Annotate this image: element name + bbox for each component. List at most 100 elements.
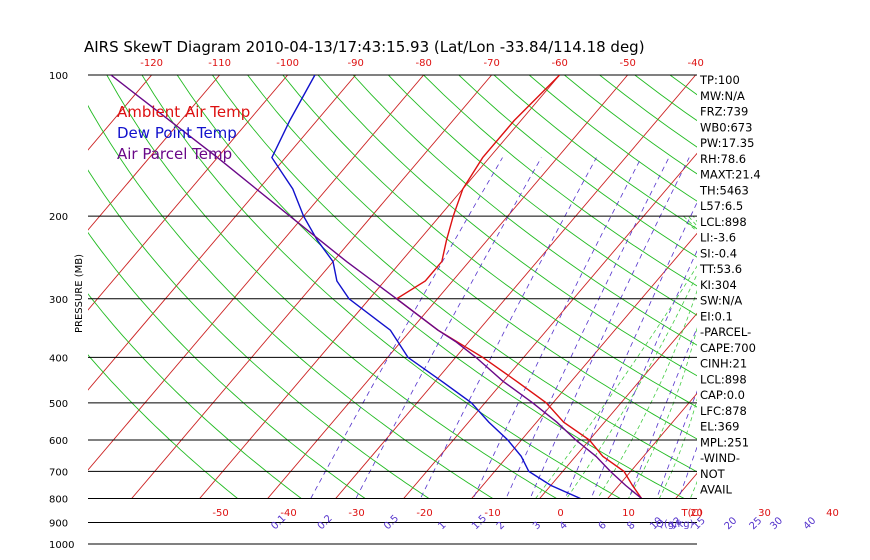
isotherm-line	[88, 75, 220, 231]
index-label: MPL:251	[700, 435, 749, 449]
isotherm-line	[267, 75, 628, 498]
ambient-temp-line	[395, 75, 643, 498]
mixing-ratio-label: 6	[597, 520, 609, 532]
bottom-temp-label: 20	[690, 508, 703, 519]
top-temp-label: -80	[415, 58, 431, 69]
moist-adiabat-line	[535, 265, 697, 498]
index-label: LFC:878	[700, 404, 747, 418]
dry-adiabat-line	[247, 75, 697, 440]
bottom-temp-label: 40	[826, 508, 839, 519]
index-label: CINH:21	[700, 357, 747, 371]
pressure-tick-label: 400	[49, 353, 68, 364]
mixing-ratio-line	[759, 158, 870, 554]
bottom-temp-label: -10	[484, 508, 500, 519]
chart-title: AIRS SkewT Diagram 2010-04-13/17:43:15.9…	[84, 38, 645, 56]
mixing-ratio-unit: Q(g/kg)	[656, 519, 694, 530]
pressure-tick-label: 300	[49, 295, 68, 306]
top-temp-label: -120	[140, 58, 163, 69]
moist-adiabat-line	[597, 289, 697, 498]
bottom-temp-label: -20	[416, 508, 432, 519]
bottom-temp-label: 30	[758, 508, 771, 519]
bottom-temp-label: 10	[622, 508, 635, 519]
dry-adiabat-line	[88, 231, 366, 498]
dry-adiabat-line	[423, 75, 697, 287]
top-temperature-labels: -120 -110 -100 -90 -80 -70 -60 -50 -40	[140, 58, 704, 69]
dry-adiabat-line	[88, 169, 430, 498]
dry-adiabat-line	[141, 75, 621, 498]
dry-adiabat-line	[282, 75, 697, 408]
bottom-temperature-labels: -50 -40 -30 -20 -10 0 10 20 30 40 T(C)	[212, 508, 839, 519]
isotherm-line	[675, 472, 697, 498]
mixing-ratio-label: 40	[802, 515, 819, 532]
dry-adiabat-line	[88, 354, 238, 498]
dry-adiabat-line	[88, 104, 493, 498]
legend-ambient: Ambient Air Temp	[117, 103, 250, 121]
dry-adiabat-line	[352, 75, 697, 346]
pressure-tick-label: 700	[49, 467, 68, 478]
dry-adiabat-line	[846, 75, 870, 554]
mixing-ratio-line	[310, 157, 503, 498]
isotherm-line	[88, 75, 356, 391]
top-temp-label: -100	[276, 58, 299, 69]
index-label: L57:6.5	[700, 199, 743, 213]
top-temp-label: -90	[347, 58, 363, 69]
moist-adiabat-line	[628, 326, 697, 498]
index-label: EL:369	[700, 420, 740, 434]
isotherm-line	[0, 75, 84, 554]
isotherm-line	[131, 75, 492, 498]
top-temp-label: -60	[551, 58, 567, 69]
index-label: EI:0.1	[700, 309, 733, 323]
top-temp-label: -50	[619, 58, 635, 69]
mixing-ratio-line	[813, 158, 870, 554]
index-label: -WIND-	[700, 451, 740, 465]
dry-adiabat-line	[740, 75, 870, 554]
pressure-tick-labels: 100 200 300 400 500 600 700 800 900 1000	[49, 71, 74, 551]
isotherm-line	[88, 75, 424, 471]
moist-adiabat-line	[566, 273, 697, 498]
isotherm-line	[607, 392, 697, 498]
index-label: WB0:673	[700, 120, 752, 134]
top-temp-label: -110	[208, 58, 231, 69]
isotherm-line	[471, 232, 697, 498]
index-label: CAPE:700	[700, 341, 756, 355]
legend: Ambient Air Temp Dew Point Temp Air Parc…	[117, 103, 250, 163]
index-label: TH:5463	[699, 183, 749, 197]
pressure-tick-label: 600	[49, 436, 68, 447]
mixing-ratio-line	[529, 157, 690, 498]
isotherm-line	[335, 75, 696, 498]
index-label: -PARCEL-	[700, 325, 751, 339]
bottom-temp-label: 0	[557, 508, 563, 519]
legend-parcel: Air Parcel Temp	[117, 145, 232, 163]
index-label: SI:-0.4	[700, 246, 737, 260]
index-label: SW:N/A	[700, 294, 742, 308]
isotherm-line	[88, 75, 288, 311]
dry-adiabat-line	[212, 75, 697, 473]
mixing-ratio-label: 2	[495, 520, 507, 532]
dry-adiabat-line	[493, 75, 697, 230]
index-label: RH:78.6	[700, 152, 746, 166]
legend-dewpoint: Dew Point Temp	[117, 124, 237, 142]
mixing-ratio-label: 1	[436, 520, 448, 532]
bottom-temp-label: -40	[280, 508, 296, 519]
index-label: LCL:898	[700, 372, 747, 386]
isotherm-line	[765, 75, 870, 554]
y-axis-label: PRESSURE (MB)	[74, 254, 85, 333]
mixing-ratio-line	[780, 158, 870, 554]
dewpoint-temp-line	[271, 75, 582, 498]
index-label: AVAIL	[700, 483, 733, 497]
mixing-ratio-label: 0.2	[316, 513, 335, 532]
bottom-temp-label: -30	[348, 508, 364, 519]
index-label: LI:-3.6	[700, 231, 736, 245]
bottom-temp-label: -50	[212, 508, 228, 519]
index-label: MAXT:21.4	[700, 168, 761, 182]
index-label: TT:53.6	[699, 262, 742, 276]
mixing-ratio-line	[420, 157, 597, 498]
pressure-tick-label: 1000	[49, 540, 74, 551]
isotherm-line	[0, 75, 16, 554]
mixing-ratio-label: 4	[558, 520, 570, 532]
profile-series	[110, 75, 643, 498]
dry-adiabat-line	[776, 75, 870, 554]
isotherm-line	[199, 75, 560, 498]
